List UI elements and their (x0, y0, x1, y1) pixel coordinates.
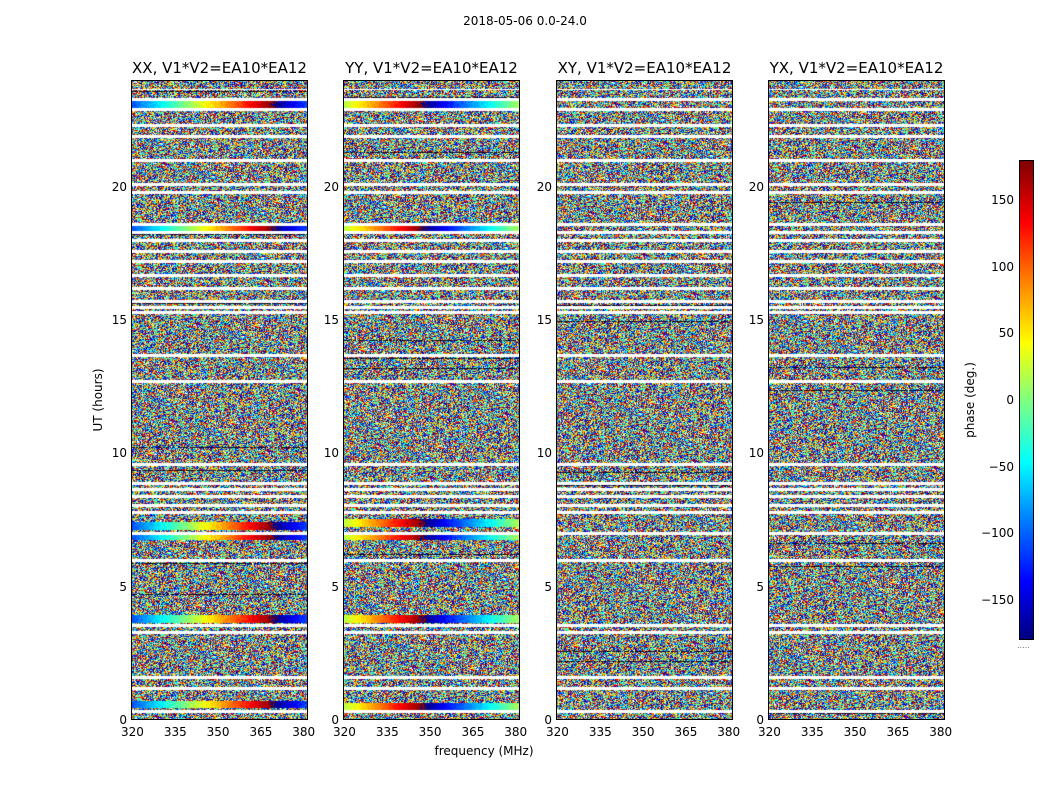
y-tick-label: 15 (323, 313, 339, 327)
colorbar-label: phase (deg.) (963, 362, 977, 438)
colorbar-tick-label: 50 (998, 326, 1014, 341)
x-tick-label: 320 (333, 725, 356, 739)
y-tick-label: 5 (756, 579, 764, 594)
y-tick-label: 15 (536, 313, 552, 327)
y-tick-label: 5 (544, 579, 552, 594)
x-tick-label: 365 (886, 725, 910, 739)
panel-xy (556, 80, 733, 720)
panel-title-yy: YY, V1*V2=EA10*EA12 (345, 59, 518, 77)
x-tick-label: 335 (588, 725, 612, 739)
figure-suptitle: 2018-05-06 0.0-24.0 (463, 14, 587, 28)
x-tick-label: 335 (375, 725, 399, 739)
panel-xx (131, 80, 308, 720)
panel-yx (768, 80, 945, 720)
panel-xy-heatmap (556, 80, 733, 720)
colorbar-tick-label: −150 (981, 593, 1014, 607)
y-tick-label: 20 (111, 179, 127, 194)
panel-title-yx: YX, V1*V2=EA10*EA12 (769, 59, 944, 77)
y-tick-label: 20 (323, 179, 339, 194)
x-tick-label: 350 (631, 725, 655, 739)
y-tick-label: 0 (756, 713, 764, 727)
colorbar (1019, 160, 1034, 640)
x-tick-label: 335 (800, 725, 824, 739)
x-tick-label: 380 (929, 725, 953, 739)
colorbar-tick-label: −100 (981, 526, 1014, 541)
x-tick-label: 320 (758, 725, 781, 739)
y-tick-label: 10 (323, 446, 339, 461)
colorbar-extension-marker: ..... (1017, 641, 1030, 650)
panel-yx-heatmap (768, 80, 945, 720)
y-tick-label: 10 (111, 446, 127, 461)
colorbar-tick-label: 0 (1006, 393, 1014, 407)
panel-title-xx: XX, V1*V2=EA10*EA12 (132, 59, 307, 77)
y-tick-label: 0 (544, 713, 552, 727)
y-tick-label: 0 (119, 713, 127, 727)
x-tick-label: 380 (504, 725, 528, 739)
colorbar-tick-label: −50 (988, 459, 1014, 474)
y-tick-label: 5 (331, 579, 339, 594)
panel-xx-heatmap (131, 80, 308, 720)
y-tick-label: 20 (748, 179, 764, 194)
x-tick-label: 380 (717, 725, 741, 739)
x-tick-label: 350 (418, 725, 442, 739)
x-tick-label: 320 (546, 725, 569, 739)
x-tick-label: 365 (674, 725, 698, 739)
panel-yy-heatmap (343, 80, 520, 720)
y-tick-label: 20 (536, 179, 552, 194)
x-axis-label: frequency (MHz) (434, 744, 534, 758)
x-tick-label: 320 (121, 725, 144, 739)
y-tick-label: 10 (748, 446, 764, 461)
x-tick-label: 365 (461, 725, 485, 739)
y-tick-label: 15 (748, 313, 764, 327)
x-tick-label: 380 (292, 725, 316, 739)
x-tick-label: 365 (249, 725, 273, 739)
x-tick-label: 350 (206, 725, 230, 739)
y-tick-label: 15 (111, 313, 127, 327)
panel-title-xy: XY, V1*V2=EA10*EA12 (557, 59, 732, 77)
y-tick-label: 5 (119, 579, 127, 594)
colorbar-tick-label: 150 (991, 193, 1014, 207)
y-axis-label: UT (hours) (91, 368, 105, 432)
x-tick-label: 335 (163, 725, 187, 739)
y-tick-label: 10 (536, 446, 552, 461)
panel-yy (343, 80, 520, 720)
colorbar-tick-label: 100 (991, 259, 1014, 274)
x-tick-label: 350 (843, 725, 867, 739)
y-tick-label: 0 (331, 713, 339, 727)
